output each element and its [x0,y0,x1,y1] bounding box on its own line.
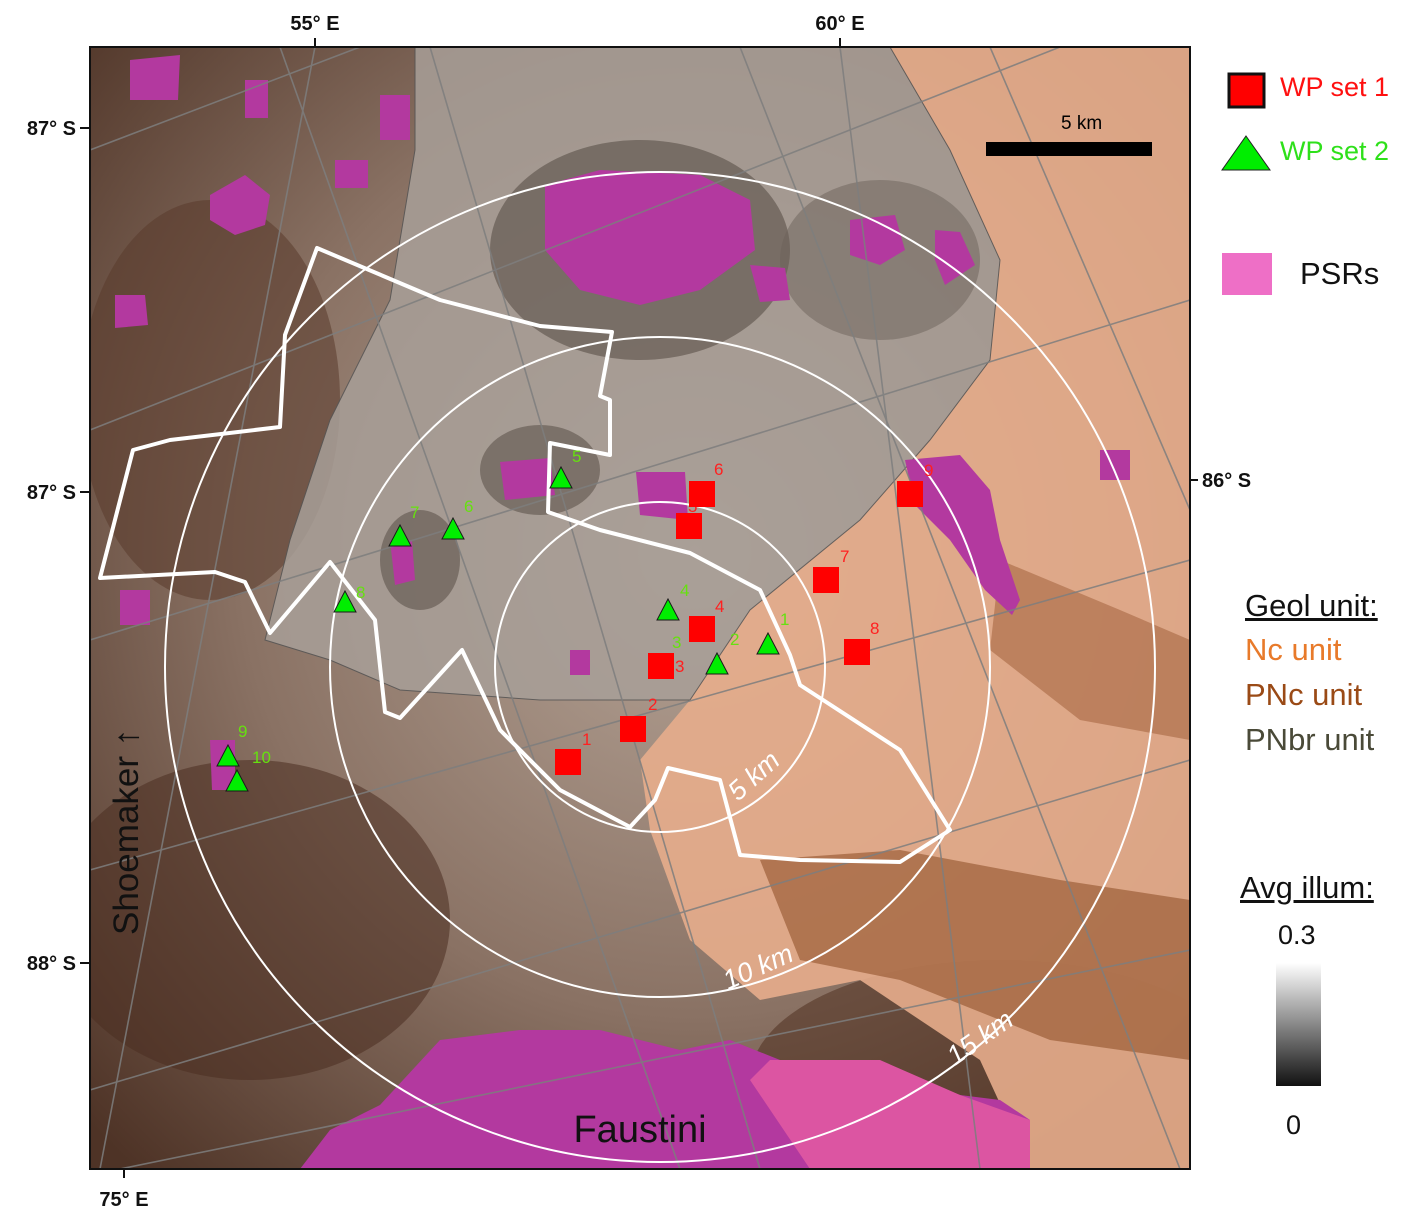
map-panel: 5 km 10 km 15 km 5 km Faustini Shoemaker… [90,47,1190,1169]
wp-set2-marker-1 [756,631,780,655]
ring-10km [329,336,991,998]
wp-set2-marker-10 [225,768,249,792]
psr-patch [935,230,975,285]
wp-set1-label-1: 1 [582,730,591,749]
psr-patch [500,458,555,500]
shadow-region [90,200,340,600]
psr-patch [335,160,368,188]
psr-patches [115,55,1130,1169]
distance-rings [164,171,1156,1163]
wp-set2-label-2: 2 [730,630,739,649]
legend-pnc-unit: PNc unit [1245,677,1363,712]
psr-patch [850,215,905,265]
legend-geol-title: Geol unit: [1245,588,1378,623]
wp-set1-label-3: 3 [675,657,684,676]
legend-illum-title: Avg illum: [1240,870,1374,905]
faustini-psr-nc [750,1060,1030,1169]
wp-set1-label-4: 4 [715,597,724,616]
legend-pnbr-unit: PNbr unit [1245,722,1375,757]
wp-set2-marker-2 [705,651,729,675]
tick-marks [80,38,1198,1178]
legend-illum-max: 0.3 [1278,920,1316,950]
shadow-region [380,510,460,610]
wp-set1-marker-9 [897,481,923,507]
lat-label-middle: 87° S [27,482,76,504]
wp-set2-label-5: 5 [572,447,581,466]
wp-set2-label-9: 9 [238,722,247,741]
psr-patch [115,295,148,328]
wp-set2-label-8: 8 [356,583,365,602]
wp-set1-marker-3 [648,653,674,679]
illum-colorbar [1276,963,1321,1086]
traverse-polygon [98,246,952,864]
psr-patch [390,540,415,585]
legend-wp-set2-label: WP set 2 [1280,136,1390,166]
scale-bar [986,142,1152,156]
lat-label-right: 86° S [1202,470,1251,492]
graticule [90,47,1190,1169]
pnc-unit-region [990,560,1190,740]
wp-set2-marker-8 [333,589,357,613]
faustini-label: Faustini [573,1109,706,1151]
map-frame [89,46,1191,1170]
scale-bar-label: 5 km [1061,113,1102,134]
legend-nc-unit: Nc unit [1245,632,1342,667]
wp-set1-label-7: 7 [840,547,849,566]
wp-set2-label-6: 6 [464,497,473,516]
ring-15km [164,171,1156,1163]
shoemaker-label: Shoemaker ↑ [107,729,146,935]
wp-set2-marker-6 [441,516,465,540]
psr-patch [120,590,150,625]
wp-set1-label-8: 8 [870,619,879,638]
ring-5km [494,501,826,833]
psr-patch [636,472,688,520]
wp-set2-label-1: 1 [780,610,789,629]
legend-psr-label: PSRs [1300,256,1380,291]
wp-set2-marker-5 [549,465,573,489]
wp-set2-marker-7 [388,523,412,547]
wp-set1-label-6: 6 [714,460,723,479]
shadow-region [90,760,450,1080]
lon-label-55e: 55° E [290,13,339,35]
legend-psr-swatch [1222,253,1272,295]
legend-wp-set1-label: WP set 1 [1280,72,1390,102]
psr-patch [1100,450,1130,480]
psr-patch [130,55,180,100]
wp-set1-marker-2 [620,716,646,742]
lon-label-75e: 75° E [99,1189,148,1211]
pnc-unit-region [760,850,1190,1060]
lat-label-upper: 87° S [27,118,76,140]
wp-set1-marker-6 [689,481,715,507]
legend-illum-min: 0 [1286,1110,1302,1140]
wp-set1-label-2: 2 [648,695,657,714]
wp-set1-marker-1 [555,749,581,775]
lat-label-lower: 88° S [27,953,76,975]
psr-patch [750,265,790,302]
wp-set1-marker-7 [813,567,839,593]
wp-set1-label-9: 9 [924,461,933,480]
wp-set2-label-3: 3 [672,633,681,652]
psr-patch [570,650,590,675]
wp-set2-label-10: 10 [252,748,271,767]
lon-label-60e: 60° E [815,13,864,35]
psr-patch [545,170,755,305]
wp-set1-marker-8 [844,639,870,665]
psr-patch [210,175,270,235]
wp-set2-marker-9 [216,743,240,767]
wp-set2-marker-4 [656,597,680,621]
wp-set1-marker-4 [689,616,715,642]
wp-set1-marker-5 [676,513,702,539]
legend-wp-set2-marker [1221,135,1271,171]
wp-set2-label-4: 4 [680,581,689,600]
wp-set2-label-7: 7 [410,503,419,522]
psr-patch [380,95,410,140]
legend-wp-set1-marker [1227,72,1266,109]
